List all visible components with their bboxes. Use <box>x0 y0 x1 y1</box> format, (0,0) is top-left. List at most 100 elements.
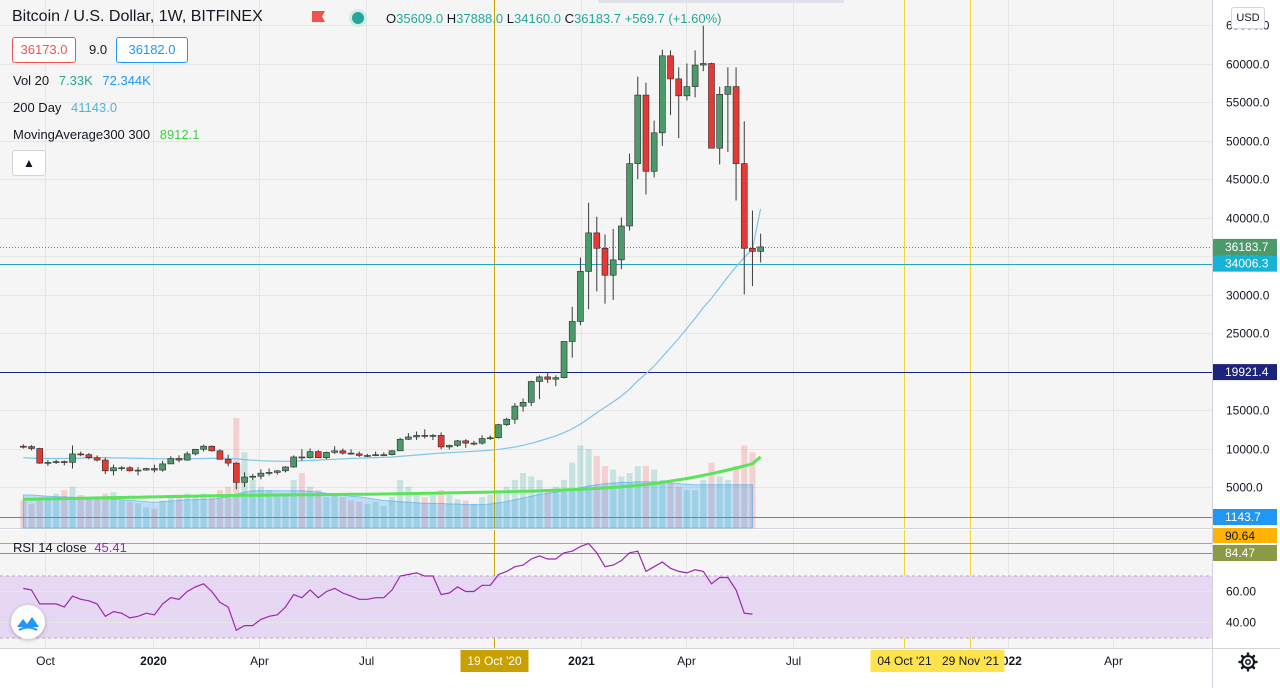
volume-bar <box>634 466 641 528</box>
rsi-level-badge[interactable] <box>1213 528 1277 543</box>
date-marker-badge[interactable] <box>936 650 1005 672</box>
ma300-legend[interactable]: MovingAverage300 300 8912.1 <box>13 127 199 142</box>
candle-down <box>298 456 306 459</box>
candle-down <box>61 461 68 463</box>
rsi-legend[interactable]: RSI 14 close 45.41 <box>13 540 127 555</box>
rsi-level-badge-label: 84.47 <box>1225 546 1255 560</box>
price-tick-label: 5000.0 <box>1226 481 1263 495</box>
candle-up <box>44 462 52 464</box>
candle-down <box>28 446 35 449</box>
volume-bar <box>610 469 617 528</box>
volume-bar <box>151 508 158 528</box>
date-marker-badge[interactable] <box>460 650 529 672</box>
level-badge-label: 1143.7 <box>1225 510 1261 524</box>
volume-bar <box>675 486 682 528</box>
candle-up <box>560 341 568 378</box>
buy-price-button[interactable]: 36182.0 <box>116 37 188 63</box>
volume-bar <box>503 486 510 528</box>
volume-bar <box>53 493 60 528</box>
level-badge[interactable] <box>1213 509 1277 525</box>
market-open-icon <box>352 12 364 24</box>
gear-icon[interactable] <box>1238 652 1258 672</box>
volume-bar <box>561 479 568 528</box>
volume-bar <box>741 445 748 528</box>
date-marker-badge[interactable] <box>870 650 939 672</box>
open-value: 35609.0 <box>396 11 444 26</box>
volume-bar <box>429 495 436 528</box>
volume-bar <box>159 500 166 528</box>
volume-bar <box>692 490 699 528</box>
volume-bar <box>339 497 346 528</box>
level-badge-label: 19921.4 <box>1225 365 1269 379</box>
price-tick-label: 55000.0 <box>1226 96 1270 110</box>
candle-up <box>331 450 338 453</box>
volume-bar <box>85 497 92 528</box>
candle-up <box>290 456 297 468</box>
candle-down <box>85 454 93 459</box>
time-tick-label: Apr <box>250 654 269 668</box>
volume-legend[interactable]: Vol 20 7.33K 72.344K <box>13 73 151 88</box>
candle-down <box>749 248 756 252</box>
volume-bar <box>479 497 486 528</box>
last-price-badge-label: 36183.7 <box>1225 240 1269 254</box>
candle-up <box>306 451 314 459</box>
candle-down <box>126 467 134 472</box>
rsi-level-badge[interactable] <box>1213 545 1277 561</box>
volume-bar <box>28 503 35 528</box>
candle-down <box>462 440 470 444</box>
volume-bar <box>495 490 502 528</box>
volume-bar <box>364 503 371 528</box>
candle-up <box>454 440 461 446</box>
candle-up <box>192 448 199 455</box>
tradingview-logo-icon[interactable] <box>11 605 45 639</box>
date-marker-label: 19 Oct '20 <box>467 654 522 668</box>
candle-up <box>495 424 502 439</box>
ma300-legend-name: MovingAverage300 300 <box>13 127 151 142</box>
ma200-legend[interactable]: 200 Day 41143.0 <box>13 100 117 115</box>
candle-down <box>732 86 740 164</box>
volume-bar <box>716 476 723 528</box>
time-tick-label: Oct <box>36 654 55 668</box>
currency-button[interactable]: USD <box>1231 7 1265 29</box>
volume-bar <box>462 500 469 528</box>
time-tick-label: 2020 <box>140 654 167 668</box>
level-badge[interactable] <box>1213 364 1277 381</box>
volume-bar <box>708 462 715 528</box>
candle-up <box>134 469 142 472</box>
flag-icon[interactable] <box>312 11 325 22</box>
candle-down <box>740 163 748 249</box>
candle-down <box>77 453 84 456</box>
volume-bar <box>667 483 674 528</box>
collapse-legend-button[interactable]: ▲ <box>12 150 46 176</box>
volume-bar <box>454 499 461 528</box>
volume-bar <box>749 452 756 528</box>
candle-down <box>339 450 347 454</box>
candle-down <box>20 445 27 448</box>
volume-bar <box>77 495 84 528</box>
volume-bar <box>266 490 273 528</box>
volume-bar <box>421 497 428 528</box>
candle-up <box>323 452 330 459</box>
candle-up <box>716 94 723 149</box>
volume-bar <box>470 503 477 528</box>
rsi-legend-name: RSI 14 close <box>13 540 87 555</box>
volume-bar <box>528 476 535 528</box>
volume-bar <box>192 497 199 528</box>
sell-price-button[interactable]: 36173.0 <box>12 37 76 63</box>
candle-down <box>347 452 355 455</box>
candle-up <box>568 321 576 342</box>
candle-down <box>101 459 109 472</box>
candle-up <box>69 453 76 463</box>
level-badge[interactable] <box>1213 255 1277 272</box>
volume-bar <box>216 490 223 528</box>
volume-bar <box>601 466 608 528</box>
candle-up <box>200 445 207 450</box>
volume-bar <box>307 486 314 528</box>
ohlc-readout: O35609.0 H37888.0 L34160.0 C36183.7 +569… <box>386 11 722 26</box>
volume-bar <box>356 501 363 528</box>
price-tick-label: 50000.0 <box>1226 135 1270 149</box>
candle-up <box>429 435 437 437</box>
volume-bar <box>438 490 445 528</box>
volume-bar <box>167 497 174 528</box>
